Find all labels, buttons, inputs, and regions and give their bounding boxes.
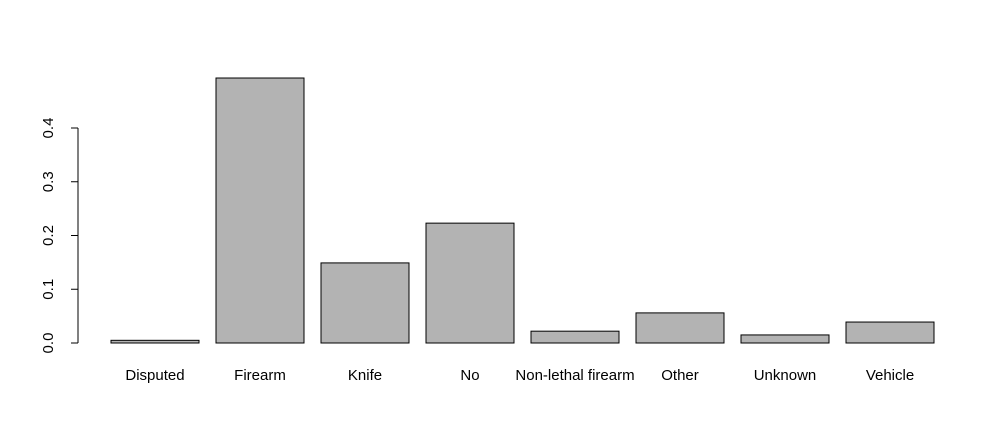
x-tick-label: Firearm [234,367,286,384]
y-tick-label: 0.2 [40,225,57,246]
bar [845,321,935,344]
x-tick-label: Vehicle [866,367,914,384]
y-tick-label: 0.3 [40,171,57,192]
x-tick-label: Disputed [125,367,184,384]
bar [425,222,515,344]
bar [530,330,620,344]
x-tick-label: Other [661,367,699,384]
y-tick-label: 0.0 [40,333,57,354]
y-tick-label: 0.4 [40,118,57,139]
bar [215,77,305,344]
x-tick-label: Non-lethal firearm [515,367,634,384]
x-tick-label: Unknown [754,367,817,384]
x-tick-label: No [460,367,479,384]
bar [320,262,410,344]
y-tick-label: 0.1 [40,279,57,300]
x-tick-label: Knife [348,367,382,384]
bar [740,334,830,344]
bar [110,339,200,344]
bar [635,312,725,344]
